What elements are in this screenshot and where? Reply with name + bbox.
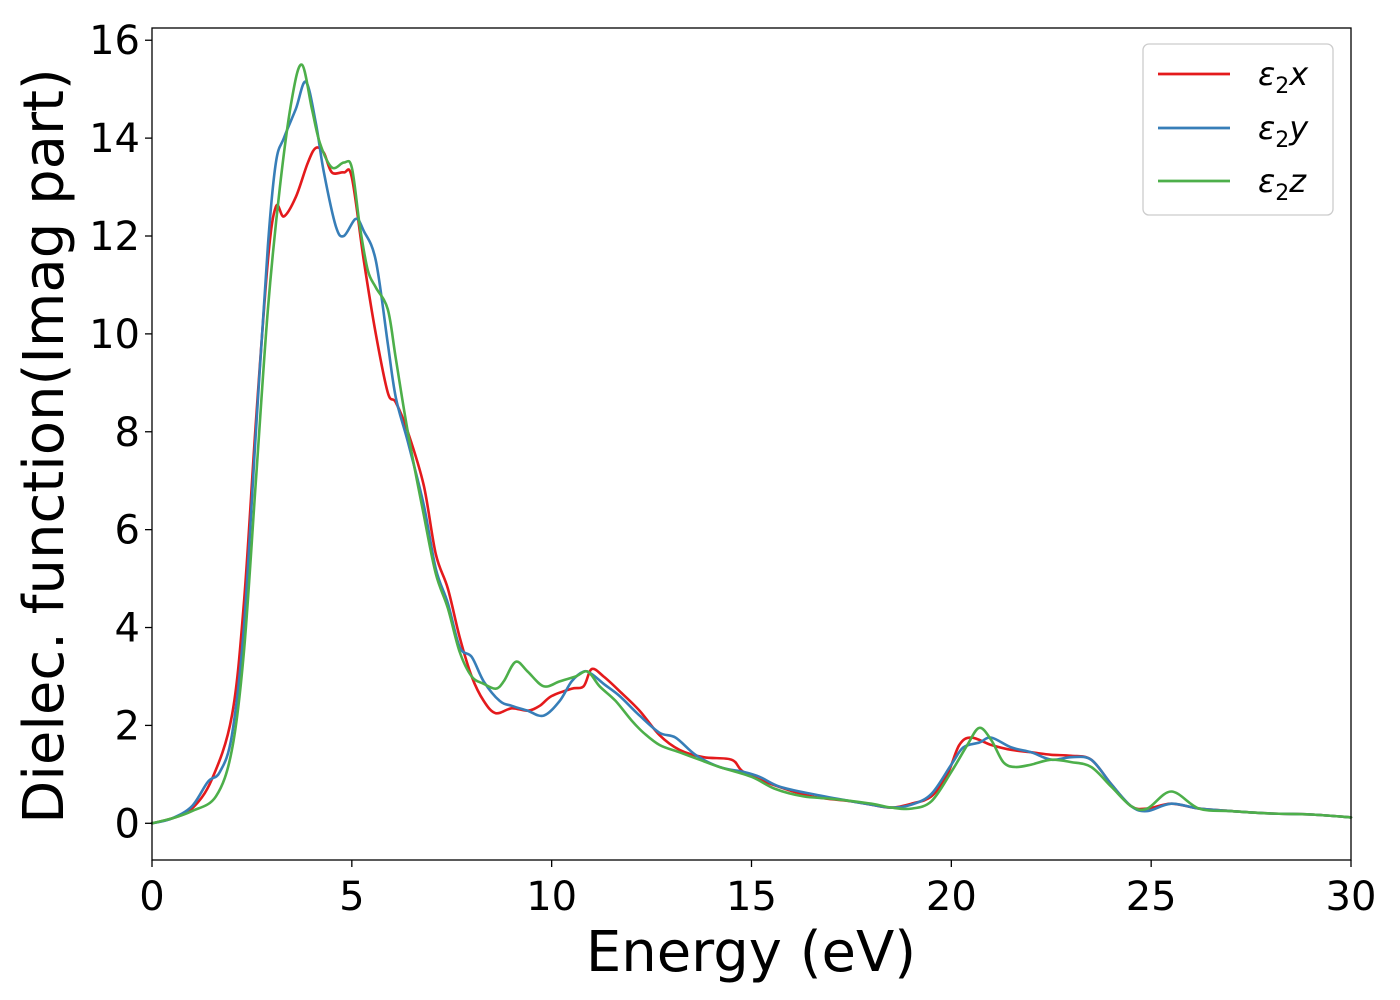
- legend-label-2-main: ε: [1258, 162, 1275, 200]
- y-axis-ticks: 0 2 4 6 8 10 12 14 16: [89, 18, 152, 847]
- x-tick-label: 20: [926, 874, 977, 920]
- y-tick-label: 6: [115, 508, 140, 554]
- legend-label-2-sub: 2: [1275, 181, 1289, 206]
- y-tick-label: 14: [89, 116, 140, 162]
- y-tick-label: 0: [115, 801, 140, 847]
- legend-label-0-tail: x: [1288, 55, 1309, 93]
- legend: ε2x ε2y ε2z: [1142, 43, 1334, 216]
- series-layer: [150, 63, 1353, 825]
- plot-area: 0 5 10 15 20 25 30 0 2 4 6 8 10 12 14 16: [89, 18, 1376, 920]
- x-tick-label: 0: [139, 874, 164, 920]
- legend-label-1-tail: y: [1288, 109, 1309, 147]
- legend-label-1-sub: 2: [1275, 128, 1289, 153]
- y-tick-label: 4: [115, 606, 140, 652]
- legend-label-2-tail: z: [1288, 162, 1307, 200]
- svg-text:ε2x: ε2x: [1258, 55, 1309, 99]
- y-tick-label: 2: [115, 703, 140, 749]
- legend-label-0-sub: 2: [1275, 74, 1289, 99]
- legend-box: [1142, 43, 1334, 216]
- svg-text:ε2z: ε2z: [1258, 162, 1307, 206]
- series-line-0: [150, 146, 1353, 825]
- legend-entry-0: ε2x: [1158, 55, 1309, 99]
- x-tick-label: 10: [526, 874, 577, 920]
- legend-entry-1: ε2y: [1158, 109, 1309, 153]
- x-axis-label: Energy (eV): [586, 920, 916, 985]
- legend-label-1-main: ε: [1258, 109, 1275, 147]
- y-tick-label: 10: [89, 312, 140, 358]
- legend-label-0-main: ε: [1258, 55, 1275, 93]
- y-tick-label: 12: [89, 214, 140, 260]
- svg-text:ε2y: ε2y: [1258, 109, 1309, 153]
- x-tick-label: 25: [1126, 874, 1177, 920]
- x-tick-label: 15: [726, 874, 777, 920]
- y-tick-label: 16: [89, 18, 140, 64]
- series-line-2: [150, 63, 1353, 825]
- x-tick-label: 5: [339, 874, 364, 920]
- y-tick-label: 8: [115, 410, 140, 456]
- x-tick-label: 30: [1326, 874, 1377, 920]
- x-axis-ticks: 0 5 10 15 20 25 30: [139, 860, 1376, 920]
- legend-entry-2: ε2z: [1158, 162, 1307, 206]
- y-axis-label: Dielec. function(Imag part): [12, 68, 77, 824]
